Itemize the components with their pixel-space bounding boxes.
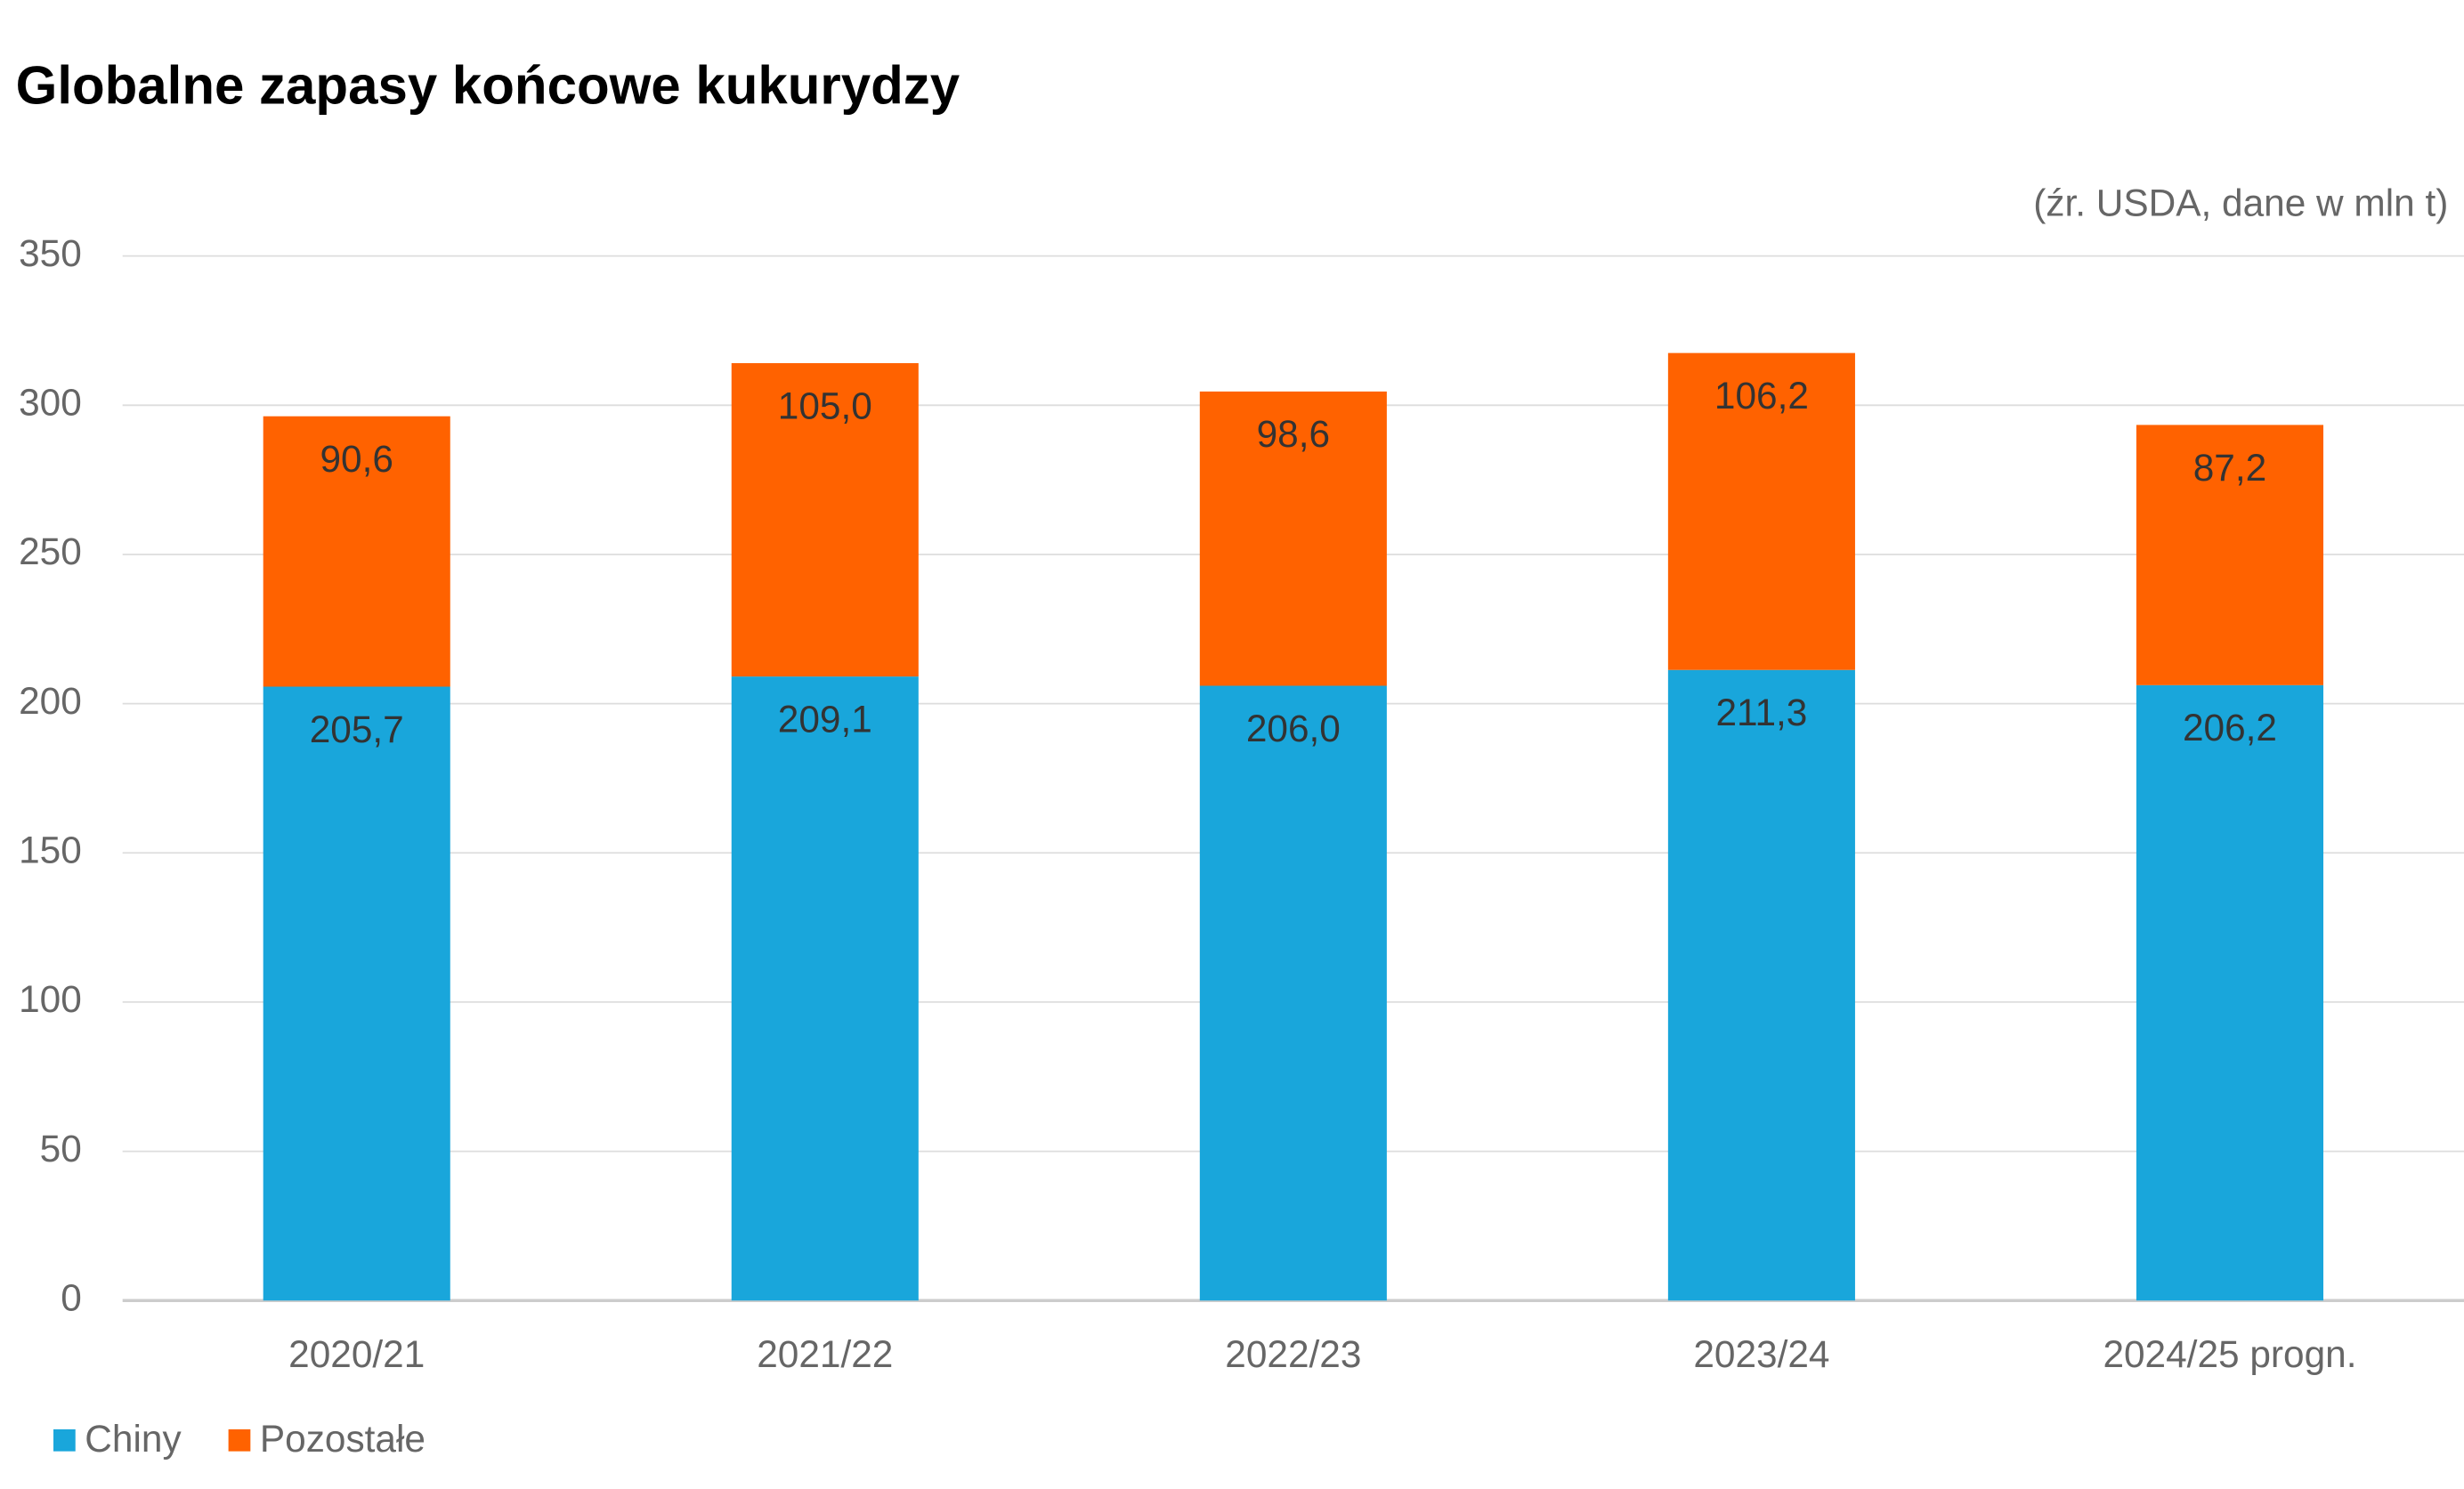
chart-title: Globalne zapasy końcowe kukurydzy <box>16 55 960 115</box>
bar-segment <box>263 686 450 1301</box>
bar-segment <box>1667 669 1855 1301</box>
x-tick-label: 2023/24 <box>1693 1333 1829 1375</box>
data-label: 206,2 <box>2183 707 2277 749</box>
data-label: 209,1 <box>778 698 872 740</box>
legend-swatch <box>228 1428 251 1452</box>
y-tick-label: 200 <box>19 680 82 722</box>
x-tick-label: 2020/21 <box>288 1333 425 1375</box>
legend-label: Chiny <box>85 1418 182 1460</box>
y-tick-label: 250 <box>19 530 82 572</box>
y-tick-label: 0 <box>61 1276 82 1318</box>
bar-segment <box>2136 684 2324 1301</box>
legend-swatch <box>53 1428 76 1452</box>
data-label: 211,3 <box>1715 692 1807 733</box>
legend-label: Pozostałe <box>260 1418 426 1460</box>
data-label: 105,0 <box>778 384 872 426</box>
data-label: 106,2 <box>1714 375 1809 417</box>
y-tick-label: 150 <box>19 829 82 870</box>
data-label: 205,7 <box>310 708 404 750</box>
y-tick-label: 350 <box>19 232 82 274</box>
bar-segment <box>2136 425 2324 685</box>
data-label: 98,6 <box>1257 413 1330 455</box>
bar-segment <box>263 416 450 687</box>
bar-segment <box>731 363 919 677</box>
y-tick-label: 300 <box>19 382 82 424</box>
bar-segment <box>1667 352 1855 670</box>
data-label: 90,6 <box>320 438 393 480</box>
y-tick-label: 100 <box>19 978 82 1020</box>
data-label: 87,2 <box>2193 447 2266 489</box>
bar-segment <box>1199 685 1387 1301</box>
data-label: 206,0 <box>1246 708 1341 749</box>
y-tick-label: 50 <box>40 1128 82 1169</box>
x-tick-label: 2021/22 <box>757 1333 893 1375</box>
x-tick-label: 2022/23 <box>1225 1333 1361 1375</box>
x-tick-label: 2024/25 progn. <box>2103 1333 2356 1375</box>
bar-segment <box>731 676 919 1301</box>
bar-segment <box>1199 391 1387 686</box>
source-note: (źr. USDA, dane w mln t) <box>2033 182 2448 223</box>
